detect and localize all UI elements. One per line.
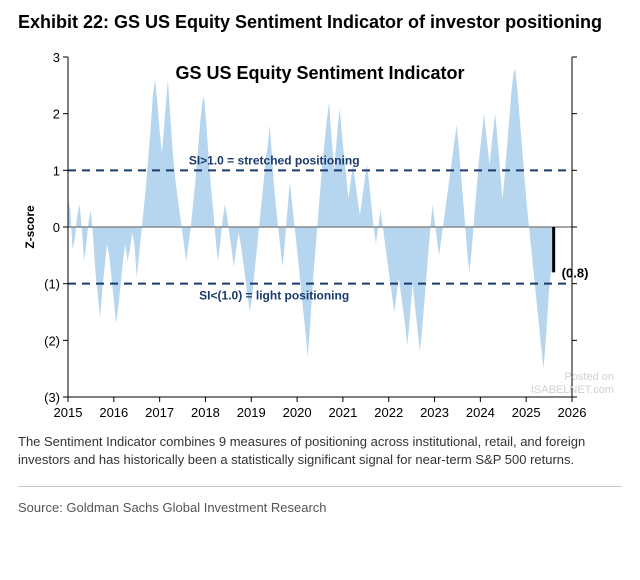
- svg-text:3: 3: [53, 50, 60, 65]
- chart: SI>1.0 = stretched positioning SI<(1.0) =…: [18, 45, 622, 425]
- svg-text:2019: 2019: [237, 405, 266, 420]
- svg-text:Z-score: Z-score: [23, 205, 37, 249]
- svg-text:(3): (3): [44, 390, 60, 405]
- svg-text:1: 1: [53, 163, 60, 178]
- caption: The Sentiment Indicator combines 9 measu…: [18, 433, 622, 468]
- svg-text:2017: 2017: [145, 405, 174, 420]
- divider: [18, 486, 622, 487]
- svg-text:2016: 2016: [99, 405, 128, 420]
- svg-text:(2): (2): [44, 333, 60, 348]
- svg-text:SI>1.0 = stretched positioning: SI>1.0 = stretched positioning: [189, 153, 360, 167]
- svg-text:SI<(1.0) = light positioning: SI<(1.0) = light positioning: [199, 289, 349, 303]
- svg-text:2020: 2020: [283, 405, 312, 420]
- svg-text:2: 2: [53, 107, 60, 122]
- source: Source: Goldman Sachs Global Investment …: [18, 500, 622, 515]
- svg-text:2021: 2021: [328, 405, 357, 420]
- svg-text:2015: 2015: [54, 405, 83, 420]
- svg-text:2025: 2025: [512, 405, 541, 420]
- svg-text:2018: 2018: [191, 405, 220, 420]
- exhibit-title: Exhibit 22: GS US Equity Sentiment Indic…: [18, 12, 622, 33]
- svg-text:2024: 2024: [466, 405, 495, 420]
- svg-text:GS US Equity Sentiment Indicat: GS US Equity Sentiment Indicator: [175, 63, 464, 83]
- svg-text:2022: 2022: [374, 405, 403, 420]
- svg-text:2026: 2026: [558, 405, 587, 420]
- svg-text:(1): (1): [44, 277, 60, 292]
- svg-text:0: 0: [53, 220, 60, 235]
- svg-text:2023: 2023: [420, 405, 449, 420]
- svg-text:(0.8): (0.8): [562, 265, 589, 280]
